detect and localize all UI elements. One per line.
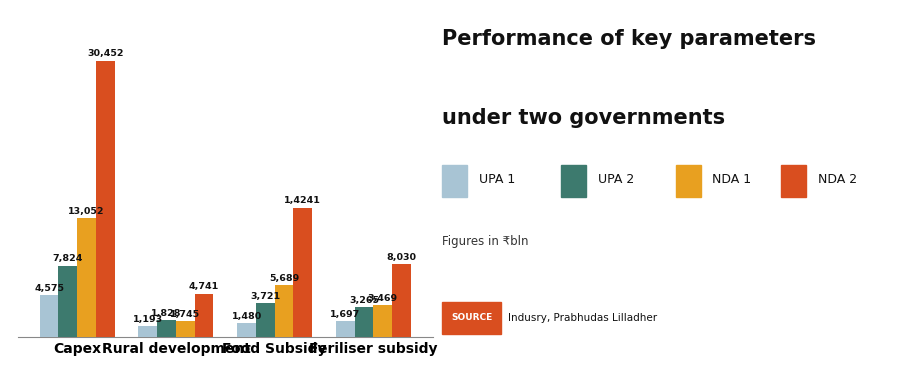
Text: 1,480: 1,480 [231,312,262,321]
Bar [158,320,176,337]
Text: 1,745: 1,745 [170,310,201,319]
Text: 7,824: 7,824 [53,255,83,264]
Text: 3,265: 3,265 [349,296,379,305]
Text: 30,452: 30,452 [87,49,123,58]
Bar [256,303,274,337]
Text: 1,697: 1,697 [330,310,360,319]
Text: NDA 1: NDA 1 [712,173,751,186]
Bar [293,207,312,337]
Text: 3,721: 3,721 [250,292,281,301]
Text: 1,4241: 1,4241 [284,196,321,205]
Bar [176,321,194,337]
Bar [139,326,158,337]
Bar [355,307,374,337]
Bar [58,266,77,337]
Text: 4,575: 4,575 [34,284,64,293]
Text: 1,193: 1,193 [133,315,163,324]
Bar [374,305,392,337]
Bar [442,165,467,197]
Text: 8,030: 8,030 [387,253,417,262]
Text: SOURCE: SOURCE [451,313,492,322]
Text: 5,689: 5,689 [269,274,299,283]
Text: Performance of key parameters: Performance of key parameters [442,29,815,49]
Text: 1,828: 1,828 [151,309,182,318]
Bar [77,218,96,337]
Text: under two governments: under two governments [442,108,725,128]
Bar [442,302,501,334]
Bar [392,264,411,337]
Bar [336,321,355,337]
Bar [676,165,701,197]
Text: Figures in ₹bln: Figures in ₹bln [442,235,528,248]
Text: UPA 2: UPA 2 [598,173,634,186]
Text: Indusry, Prabhudas Lilladher: Indusry, Prabhudas Lilladher [508,313,657,323]
Text: 13,052: 13,052 [68,207,105,216]
Bar [238,323,256,337]
Text: 4,741: 4,741 [189,283,220,291]
Bar [96,61,115,337]
Text: UPA 1: UPA 1 [479,173,515,186]
Bar [781,165,806,197]
Text: NDA 2: NDA 2 [818,173,857,186]
Bar [561,165,586,197]
Bar [274,285,293,337]
Bar [194,294,213,337]
Text: 3,469: 3,469 [368,294,398,303]
Bar [40,295,58,337]
